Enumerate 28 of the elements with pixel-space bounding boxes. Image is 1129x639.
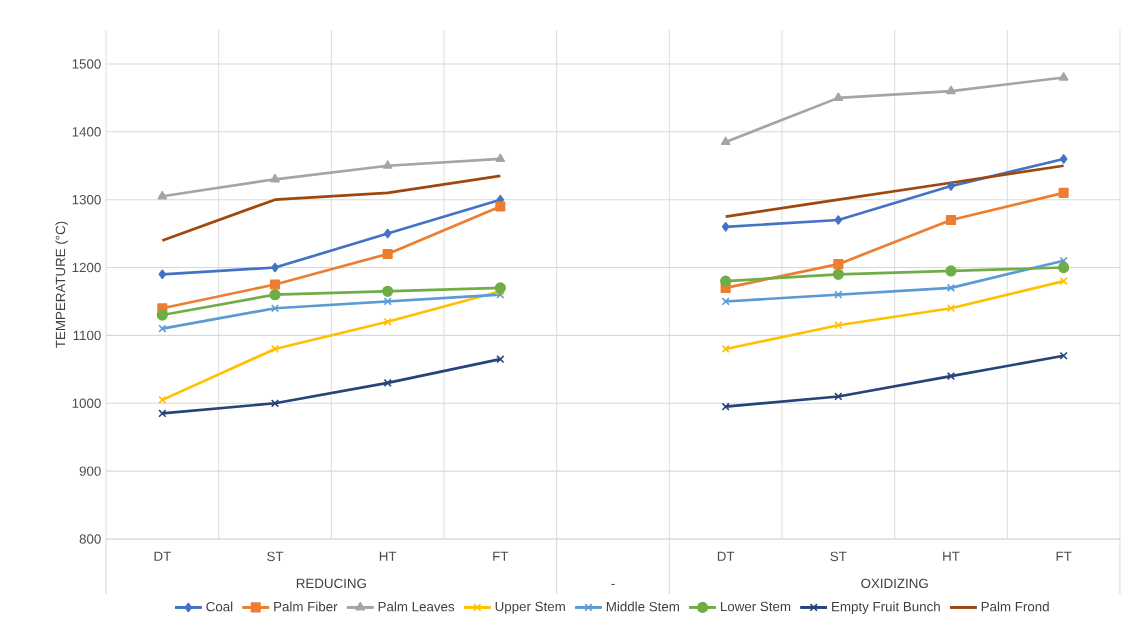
y-tick-label: 1400 <box>72 127 101 137</box>
y-tick-label: 1100 <box>73 330 101 341</box>
y-tick-label: 800 <box>79 534 101 544</box>
legend-label: Upper Stem <box>495 601 565 614</box>
y-tick-label: 1200 <box>72 262 101 273</box>
legend-label: Lower Stem <box>720 601 791 612</box>
legend-label: Palm Fiber <box>274 601 338 612</box>
x-tick-label: DT <box>154 551 171 561</box>
y-tick-label: 1300 <box>72 194 101 205</box>
x-tick-label: DT <box>717 551 735 561</box>
x-tick-label: HT <box>379 551 397 561</box>
y-axis-title: TEMPERATURE (°C) <box>55 221 68 348</box>
text: OXIDIZING <box>861 578 928 589</box>
legend-label: Empty Fruit Bunch <box>832 601 940 615</box>
legend-label: Palm Frond <box>981 601 1049 612</box>
legend-label: Middle Stem <box>606 601 679 612</box>
y-tick-label: 1500 <box>72 59 101 69</box>
x-tick-label: ST <box>267 551 284 562</box>
x-tick-label: HT <box>943 551 960 561</box>
legend-label: Coal <box>206 601 233 612</box>
y-tick-label: 1000 <box>72 398 101 408</box>
text: REDUCING <box>296 578 366 589</box>
x-tick-label: FT <box>493 551 509 561</box>
y-tick-label: 900 <box>79 466 101 476</box>
x-tick-label: FT <box>1056 551 1072 561</box>
text: - <box>611 583 615 585</box>
x-tick-label: ST <box>830 551 847 562</box>
legend-label: Palm Leaves <box>378 601 455 612</box>
